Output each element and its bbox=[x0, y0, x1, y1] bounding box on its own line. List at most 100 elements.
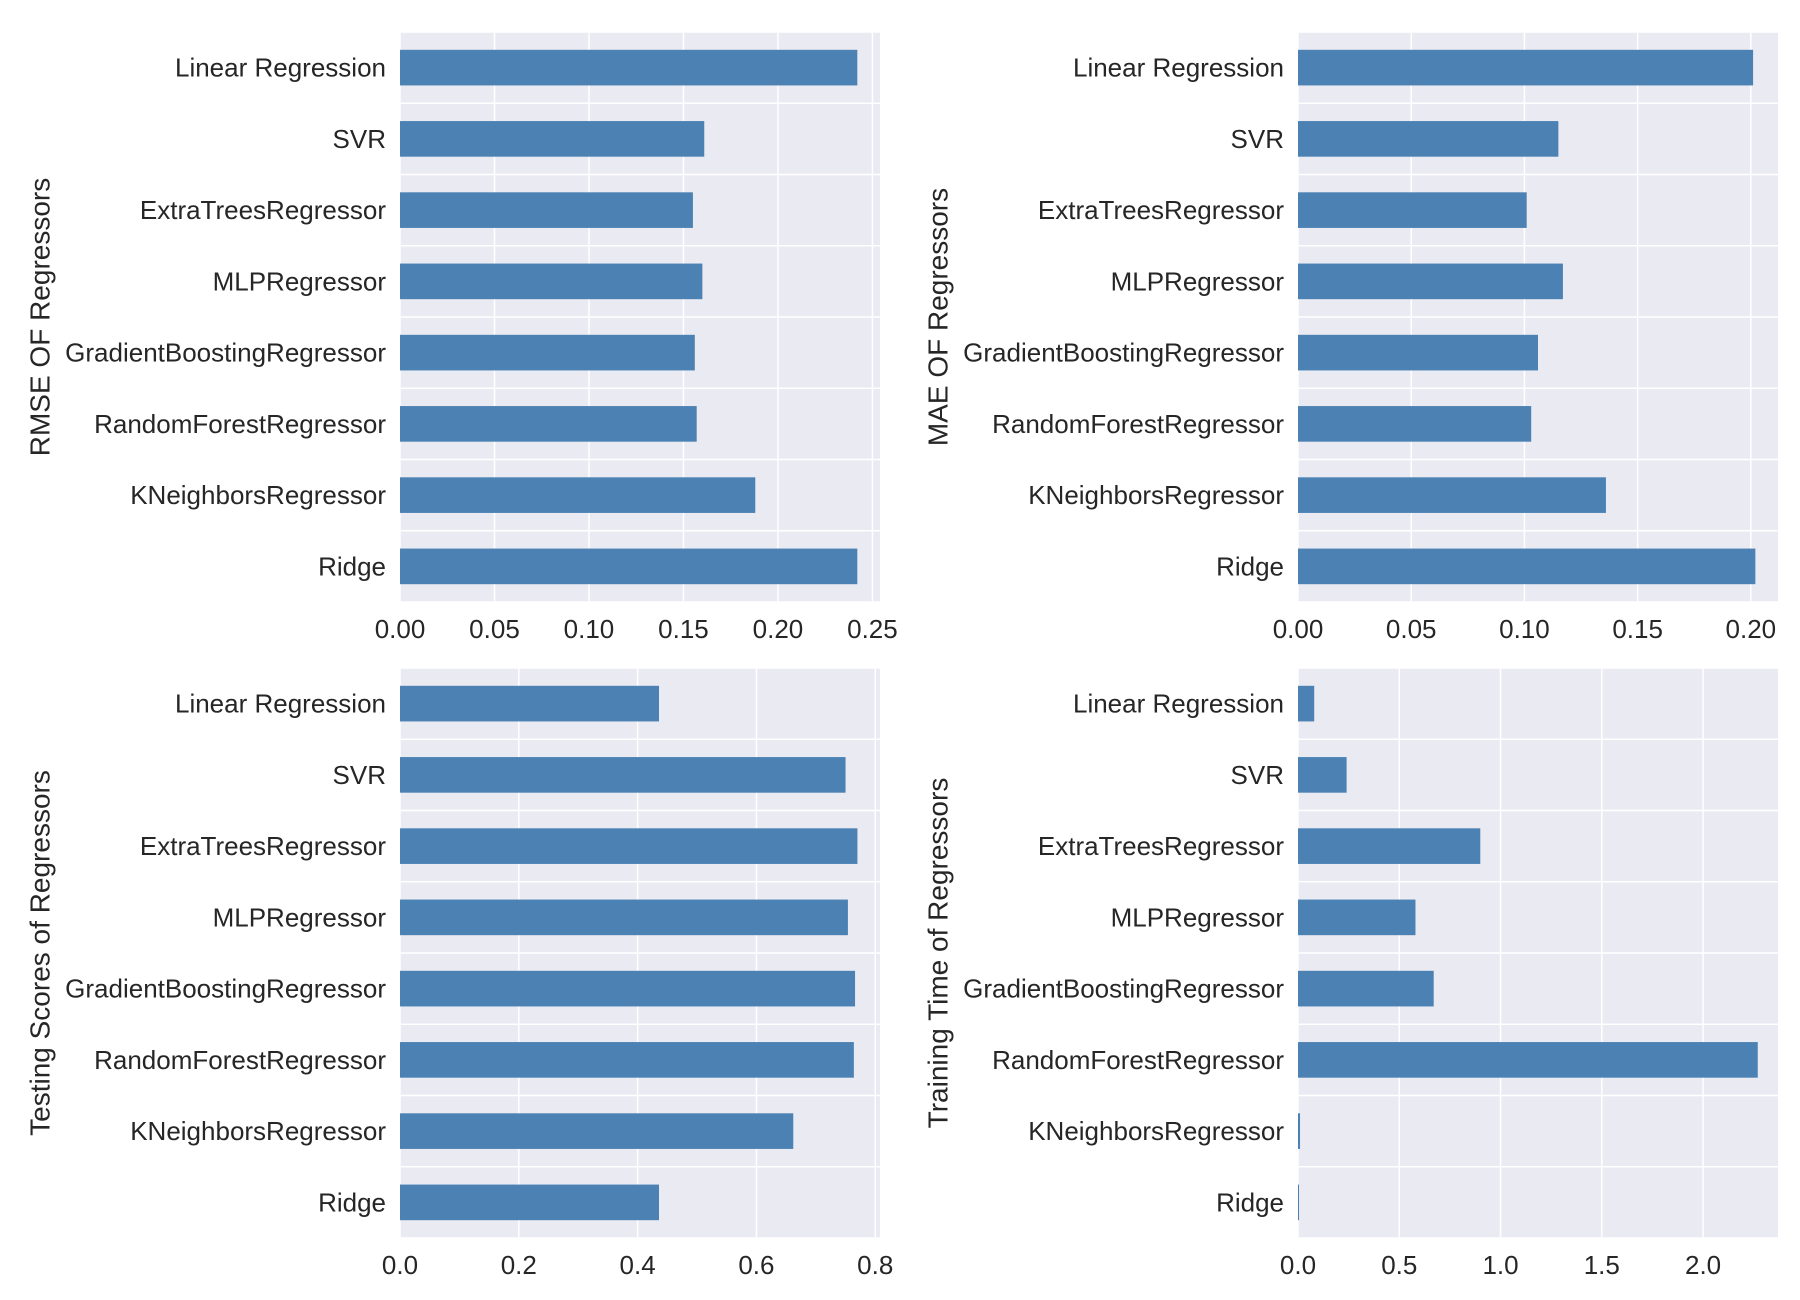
category-label: Ridge bbox=[1216, 551, 1284, 581]
category-label: SVR bbox=[1231, 760, 1284, 790]
bar bbox=[400, 685, 660, 722]
category-label: ExtraTreesRegressor bbox=[1038, 831, 1284, 861]
category-label: MLPRegressor bbox=[1111, 266, 1285, 296]
bar bbox=[400, 548, 858, 585]
x-tick-labels: 0.0 0.5 1.0 1.5 2.0 bbox=[1280, 1250, 1721, 1280]
category-label: RandomForestRegressor bbox=[94, 409, 386, 439]
category-label: SVR bbox=[333, 760, 386, 790]
x-tick-label: 0.15 bbox=[1612, 614, 1663, 644]
x-tick-label: 0.2 bbox=[501, 1250, 537, 1280]
category-label: MLPRegressor bbox=[1111, 902, 1285, 932]
x-tick-label: 0.15 bbox=[658, 614, 709, 644]
category-label: Ridge bbox=[318, 1187, 386, 1217]
category-label: KNeighborsRegressor bbox=[130, 480, 386, 510]
x-tick-label: 0.0 bbox=[1280, 1250, 1316, 1280]
category-labels: Linear Regression SVR ExtraTreesRegressor M… bbox=[963, 689, 1284, 1218]
x-tick-label: 0.20 bbox=[753, 614, 804, 644]
category-label: KNeighborsRegressor bbox=[1028, 1116, 1284, 1146]
category-label: Ridge bbox=[1216, 1187, 1284, 1217]
x-tick-label: 0.10 bbox=[564, 614, 615, 644]
bar bbox=[1298, 970, 1434, 1007]
bar bbox=[1298, 1113, 1301, 1149]
chart-testing-scores: Linear Regression SVR ExtraTreesRegressor M… bbox=[24, 667, 893, 1280]
x-tick-label: 0.0 bbox=[382, 1250, 418, 1280]
bar bbox=[400, 757, 846, 793]
category-label: GradientBoostingRegressor bbox=[65, 338, 386, 368]
x-tick-label: 0.8 bbox=[857, 1250, 893, 1280]
bar bbox=[1298, 548, 1756, 585]
category-label: ExtraTreesRegressor bbox=[1038, 195, 1284, 225]
x-tick-label: 0.00 bbox=[375, 614, 426, 644]
bar bbox=[1298, 899, 1416, 936]
bar bbox=[400, 49, 858, 86]
category-label: Linear Regression bbox=[1073, 53, 1284, 83]
x-tick-label: 1.5 bbox=[1584, 1250, 1620, 1280]
x-tick-labels: 0.00 0.05 0.10 0.15 0.20 bbox=[1273, 614, 1776, 644]
bar bbox=[400, 334, 695, 371]
x-tick-label: 2.0 bbox=[1685, 1250, 1721, 1280]
bar bbox=[400, 899, 848, 936]
bar bbox=[400, 828, 858, 864]
category-label: RandomForestRegressor bbox=[992, 1045, 1284, 1075]
x-tick-label: 0.05 bbox=[1386, 614, 1437, 644]
category-labels: Linear Regression SVR ExtraTreesRegressor M… bbox=[65, 53, 386, 582]
x-tick-label: 0.6 bbox=[738, 1250, 774, 1280]
category-label: GradientBoostingRegressor bbox=[963, 338, 1284, 368]
category-labels: Linear Regression SVR ExtraTreesRegressor M… bbox=[65, 689, 386, 1218]
x-tick-labels: 0.00 0.05 0.10 0.15 0.20 0.25 bbox=[375, 614, 898, 644]
category-label: ExtraTreesRegressor bbox=[140, 195, 386, 225]
category-label: SVR bbox=[1231, 124, 1284, 154]
category-label: ExtraTreesRegressor bbox=[140, 831, 386, 861]
bar bbox=[400, 1113, 794, 1149]
category-label: KNeighborsRegressor bbox=[130, 1116, 386, 1146]
category-label: SVR bbox=[333, 124, 386, 154]
bar bbox=[1298, 263, 1563, 300]
y-axis-title: RMSE OF Regressors bbox=[24, 178, 55, 457]
bar bbox=[400, 406, 697, 442]
bar bbox=[1298, 477, 1606, 513]
bars bbox=[1298, 685, 1758, 1221]
category-label: Linear Regression bbox=[175, 689, 386, 719]
x-tick-label: 1.0 bbox=[1482, 1250, 1518, 1280]
bar bbox=[400, 192, 693, 228]
y-axis-title: Training Time of Regressors bbox=[922, 778, 953, 1129]
category-label: KNeighborsRegressor bbox=[1028, 480, 1284, 510]
bar bbox=[1298, 121, 1559, 157]
bar bbox=[1298, 406, 1532, 442]
bar bbox=[400, 970, 856, 1007]
x-tick-label: 0.20 bbox=[1726, 614, 1777, 644]
x-tick-label: 0.05 bbox=[469, 614, 520, 644]
y-axis-title: Testing Scores of Regressors bbox=[24, 770, 55, 1136]
chart-mae: Linear Regression SVR ExtraTreesRegressor M… bbox=[922, 31, 1778, 644]
x-tick-label: 0.5 bbox=[1381, 1250, 1417, 1280]
category-label: Linear Regression bbox=[1073, 689, 1284, 719]
y-axis-title: MAE OF Regressors bbox=[922, 188, 953, 446]
bar bbox=[1298, 49, 1754, 86]
category-label: Linear Regression bbox=[175, 53, 386, 83]
x-tick-label: 0.4 bbox=[620, 1250, 656, 1280]
x-tick-label: 0.10 bbox=[1499, 614, 1550, 644]
bar bbox=[1298, 1042, 1758, 1078]
bar bbox=[400, 477, 756, 513]
x-tick-labels: 0.0 0.2 0.4 0.6 0.8 bbox=[382, 1250, 893, 1280]
x-tick-label: 0.25 bbox=[847, 614, 898, 644]
bar bbox=[1298, 757, 1347, 793]
bars bbox=[400, 49, 858, 585]
bar bbox=[400, 1184, 660, 1221]
category-label: GradientBoostingRegressor bbox=[65, 974, 386, 1004]
chart-training-time: Linear Regression SVR ExtraTreesRegressor M… bbox=[922, 667, 1778, 1280]
category-labels: Linear Regression SVR ExtraTreesRegressor M… bbox=[963, 53, 1284, 582]
category-label: MLPRegressor bbox=[213, 902, 387, 932]
category-label: RandomForestRegressor bbox=[992, 409, 1284, 439]
category-label: RandomForestRegressor bbox=[94, 1045, 386, 1075]
x-tick-label: 0.00 bbox=[1273, 614, 1324, 644]
bar bbox=[1298, 685, 1315, 722]
chart-rmse: Linear Regression SVR ExtraTreesRegressor M… bbox=[24, 31, 898, 644]
bar bbox=[1298, 192, 1527, 228]
x-grid bbox=[1297, 667, 1778, 1239]
bar bbox=[400, 121, 705, 157]
bar bbox=[1298, 828, 1481, 864]
bar bbox=[1298, 334, 1538, 371]
bars bbox=[1298, 49, 1756, 585]
